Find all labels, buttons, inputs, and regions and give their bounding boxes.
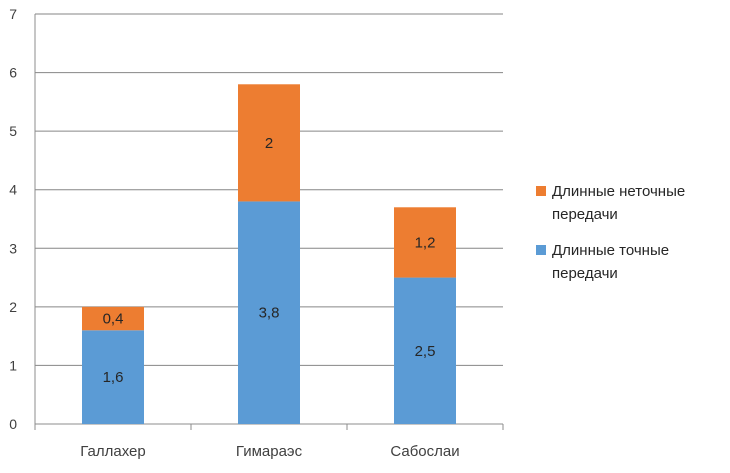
legend-item-inaccurate: Длинные неточные передачи — [536, 180, 726, 226]
y-tick-label: 6 — [9, 65, 17, 81]
y-tick-label: 4 — [9, 182, 17, 198]
bar-segment — [238, 201, 300, 424]
y-tick-label: 3 — [9, 240, 17, 256]
legend-swatch-accurate — [536, 245, 546, 255]
bar-segment — [82, 330, 144, 424]
y-tick-label: 0 — [9, 416, 17, 432]
y-tick-label: 1 — [9, 357, 17, 373]
legend-label-accurate: Длинные точные передачи — [552, 242, 670, 282]
data-label: 2,5 — [415, 343, 436, 360]
data-label: 0,4 — [103, 311, 124, 328]
data-label: 1,2 — [415, 234, 436, 251]
y-tick-label: 5 — [9, 123, 17, 139]
y-tick-label: 7 — [9, 6, 17, 22]
y-tick-label: 2 — [9, 299, 17, 315]
data-label: 3,8 — [259, 305, 280, 322]
data-label: 2 — [265, 135, 273, 152]
bar-segment — [394, 207, 456, 278]
x-tick-label: Сабослаи — [390, 443, 459, 460]
x-tick-label: Галлахер — [80, 443, 146, 460]
chart-legend: Длинные неточные передачи Длинные точные… — [536, 180, 726, 298]
bar-segment — [394, 277, 456, 424]
legend-item-accurate: Длинные точные передачи — [536, 239, 726, 285]
bar-segment — [238, 84, 300, 202]
legend-swatch-inaccurate — [536, 186, 546, 196]
legend-label-inaccurate: Длинные неточные передачи — [552, 183, 686, 223]
bar-segment — [82, 306, 144, 331]
data-label: 1,6 — [103, 369, 124, 386]
x-tick-label: Гимараэс — [236, 443, 303, 460]
